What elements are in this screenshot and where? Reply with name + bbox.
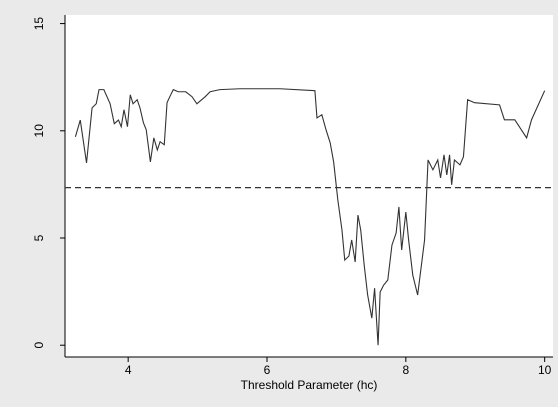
y-tick-label: 5 [32, 234, 46, 241]
plot-area [65, 15, 553, 357]
data-line [74, 88, 546, 346]
x-tick-label: 8 [402, 363, 409, 377]
y-tick-label: 15 [32, 17, 46, 31]
x-tick-label: 6 [264, 363, 271, 377]
y-tick-label: 10 [32, 124, 46, 138]
x-axis-label: Threshold Parameter (hc) [241, 378, 378, 392]
x-tick-label: 4 [125, 363, 132, 377]
y-tick-label: 0 [32, 342, 46, 349]
x-tick-label: 10 [538, 363, 552, 377]
